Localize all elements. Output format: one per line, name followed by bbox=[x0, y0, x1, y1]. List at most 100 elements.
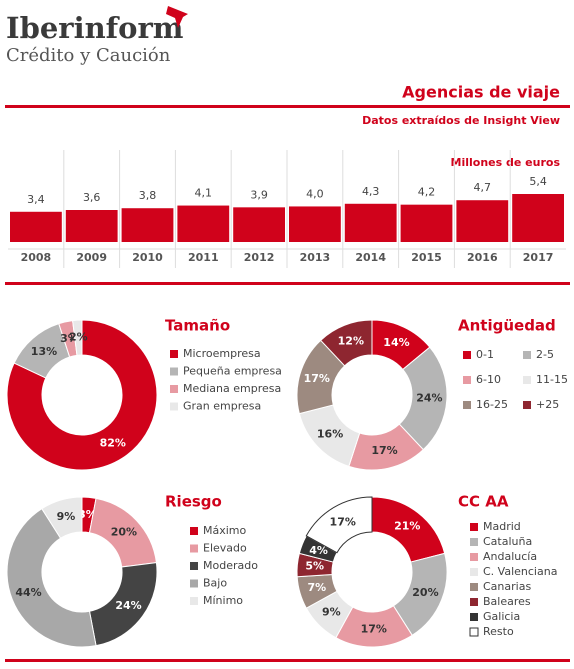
legend-label: Canarias bbox=[483, 580, 531, 593]
value-label: 4,7 bbox=[474, 181, 492, 194]
value-label: 82% bbox=[100, 437, 126, 450]
legend-swatch bbox=[470, 583, 478, 591]
unit-label: Millones de euros bbox=[451, 156, 561, 169]
legend-swatch bbox=[190, 527, 198, 535]
value-label: 9% bbox=[57, 510, 76, 523]
page-title: Agencias de viaje bbox=[402, 83, 560, 102]
value-label: 20% bbox=[111, 526, 137, 539]
bar bbox=[233, 207, 285, 242]
donut-slice bbox=[41, 496, 83, 539]
value-label: 4,1 bbox=[195, 187, 213, 200]
legend-swatch bbox=[470, 538, 478, 546]
value-label: 17% bbox=[304, 372, 330, 385]
legend-label: Microempresa bbox=[183, 347, 261, 360]
x-tick-label: 2008 bbox=[21, 251, 52, 264]
donut-slice bbox=[305, 496, 373, 554]
donut-slice bbox=[6, 507, 97, 648]
legend-label: 0-1 bbox=[476, 348, 494, 361]
value-label: 14% bbox=[383, 336, 409, 349]
legend-label: Cataluña bbox=[483, 535, 532, 548]
legend-label: Mínimo bbox=[203, 594, 243, 607]
legend-label: Galicia bbox=[483, 610, 520, 623]
x-tick-label: 2013 bbox=[300, 251, 331, 264]
divider bbox=[5, 282, 570, 285]
bar bbox=[177, 205, 230, 242]
legend-swatch bbox=[523, 351, 531, 359]
legend-label: C. Valenciana bbox=[483, 565, 557, 578]
value-label: 24% bbox=[416, 392, 442, 405]
legend-label: Bajo bbox=[203, 577, 227, 590]
legend-swatch bbox=[470, 613, 478, 621]
legend-swatch bbox=[469, 627, 479, 637]
x-tick-label: 2015 bbox=[411, 251, 442, 264]
chart-title: Tamaño bbox=[165, 317, 230, 335]
bar bbox=[10, 211, 62, 242]
value-label: 4% bbox=[309, 544, 328, 557]
legend-label: Elevado bbox=[203, 542, 247, 555]
legend-label: Pequeña empresa bbox=[183, 365, 282, 378]
value-label: 21% bbox=[394, 520, 420, 533]
legend-swatch bbox=[170, 367, 178, 376]
legend-label: 6-10 bbox=[476, 373, 501, 386]
value-label: 24% bbox=[115, 599, 141, 612]
value-label: 3,4 bbox=[27, 193, 45, 206]
value-label: 17% bbox=[361, 622, 387, 635]
value-label: 17% bbox=[330, 516, 356, 529]
legend-swatch bbox=[470, 523, 478, 531]
value-label: 3,8 bbox=[139, 189, 157, 202]
value-label: 3,6 bbox=[83, 191, 101, 204]
chart-title: CC AA bbox=[458, 493, 509, 511]
value-label: 17% bbox=[371, 444, 397, 457]
legend-label: Moderado bbox=[203, 559, 258, 572]
bar bbox=[400, 204, 453, 242]
logo-icon bbox=[166, 6, 188, 28]
value-label: 12% bbox=[338, 335, 364, 348]
legend-swatch bbox=[463, 401, 471, 409]
legend-swatch bbox=[170, 385, 178, 393]
chart-title: Antigüedad bbox=[458, 317, 556, 335]
value-label: 5,4 bbox=[529, 175, 547, 188]
legend-swatch bbox=[190, 597, 198, 605]
x-tick-label: 2014 bbox=[355, 251, 386, 264]
bar bbox=[289, 206, 341, 242]
bar bbox=[512, 194, 564, 242]
legend-label: Andalucía bbox=[483, 550, 537, 563]
legend-label: 11-15 bbox=[536, 373, 568, 386]
value-label: 2% bbox=[69, 331, 88, 344]
x-tick-label: 2011 bbox=[188, 251, 219, 264]
brand: Iberinform bbox=[6, 11, 184, 45]
legend-swatch bbox=[190, 579, 198, 588]
legend-label: Gran empresa bbox=[183, 400, 261, 413]
x-tick-label: 2016 bbox=[467, 251, 498, 264]
value-label: 16% bbox=[317, 427, 343, 440]
divider bbox=[5, 105, 570, 108]
bar bbox=[456, 200, 509, 242]
legend-swatch bbox=[190, 544, 198, 553]
value-label: 4,2 bbox=[418, 186, 436, 199]
x-tick-label: 2017 bbox=[523, 251, 554, 264]
tagline: Crédito y Caución bbox=[6, 45, 171, 66]
legend-swatch bbox=[470, 568, 478, 576]
value-label: 20% bbox=[412, 586, 438, 599]
donut-slice bbox=[72, 319, 83, 356]
x-tick-label: 2010 bbox=[132, 251, 163, 264]
legend-swatch bbox=[523, 376, 531, 384]
value-label: 7% bbox=[307, 581, 326, 594]
legend-swatch bbox=[170, 350, 178, 358]
x-tick-label: 2009 bbox=[76, 251, 107, 264]
legend-swatch bbox=[523, 401, 531, 409]
value-label: 3,9 bbox=[250, 188, 268, 201]
legend-swatch bbox=[470, 553, 478, 561]
legend-label: Mediana empresa bbox=[183, 382, 281, 395]
legend-label: Resto bbox=[483, 625, 514, 638]
x-tick-label: 2012 bbox=[244, 251, 275, 264]
value-label: 4,0 bbox=[306, 187, 324, 200]
legend-label: Madrid bbox=[483, 520, 521, 533]
divider bbox=[5, 659, 570, 662]
value-label: 44% bbox=[15, 586, 41, 599]
legend-label: 16-25 bbox=[476, 398, 508, 411]
legend-label: Baleares bbox=[483, 595, 531, 608]
legend-label: Máximo bbox=[203, 524, 247, 537]
value-label: 13% bbox=[31, 345, 57, 358]
value-label: 4,3 bbox=[362, 185, 380, 198]
